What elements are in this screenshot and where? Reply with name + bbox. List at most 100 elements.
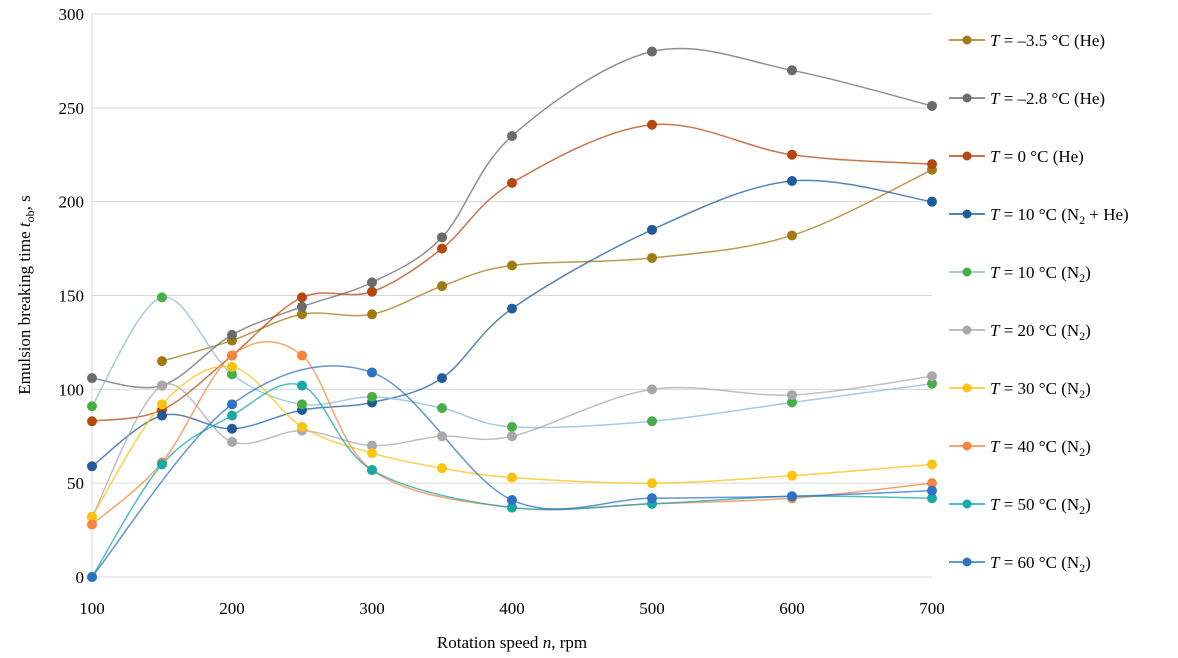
data-point	[647, 493, 657, 504]
legend-marker	[962, 441, 972, 451]
data-point	[367, 277, 377, 288]
data-point	[227, 350, 237, 361]
data-point	[507, 303, 517, 314]
data-point	[927, 100, 937, 111]
legend-marker	[962, 383, 972, 393]
data-point	[297, 350, 307, 361]
data-point	[157, 356, 167, 367]
data-point	[647, 416, 657, 427]
data-point	[227, 329, 237, 340]
data-point	[437, 463, 447, 474]
data-point	[647, 224, 657, 235]
data-point	[647, 252, 657, 263]
data-point	[507, 495, 517, 506]
y-tick-label: 0	[76, 568, 85, 587]
x-tick-label: 300	[359, 599, 385, 618]
legend-marker	[962, 93, 972, 103]
legend-item: T = 30 °C (N2)	[949, 379, 1091, 401]
data-point	[227, 410, 237, 421]
data-point	[87, 572, 97, 582]
y-tick-label: 50	[67, 474, 84, 493]
data-point	[437, 243, 447, 254]
data-point	[647, 119, 657, 130]
data-point	[647, 478, 657, 489]
data-point	[787, 176, 797, 187]
legend-item: T = –2.8 °C (He)	[949, 89, 1105, 108]
legend-marker	[962, 151, 972, 161]
data-point	[297, 301, 307, 312]
data-point	[87, 416, 97, 427]
series-line	[91, 365, 933, 578]
x-tick-label: 100	[79, 599, 105, 618]
data-point	[297, 309, 307, 320]
series-line	[91, 123, 933, 422]
data-point	[927, 196, 937, 207]
data-point	[507, 130, 517, 141]
legend-item: T = 20 °C (N2)	[949, 321, 1091, 343]
legend-item: T = –3.5 °C (He)	[949, 31, 1105, 50]
legend-label: T = 20 °C (N2)	[990, 321, 1091, 343]
data-point	[787, 230, 797, 241]
data-point	[227, 423, 237, 434]
y-tick-label: 200	[59, 193, 85, 212]
data-point	[297, 292, 307, 303]
data-point	[927, 159, 937, 170]
legend-label: T = –3.5 °C (He)	[990, 31, 1105, 50]
data-point	[87, 373, 97, 384]
data-point	[437, 373, 447, 384]
x-tick-label: 600	[779, 599, 805, 618]
legend-item: T = 50 °C (N2)	[949, 495, 1091, 517]
data-point	[507, 421, 517, 432]
series-line	[91, 296, 933, 429]
legend-item: T = 10 °C (N2)	[949, 263, 1091, 285]
y-tick-label: 250	[59, 99, 85, 118]
series-line	[91, 47, 933, 389]
data-point	[227, 361, 237, 372]
legend-marker	[962, 499, 972, 509]
data-point	[927, 485, 937, 496]
data-point	[367, 440, 377, 451]
x-tick-label: 700	[919, 599, 945, 618]
data-point	[87, 511, 97, 522]
legend-label: T = 10 °C (N2)	[990, 263, 1091, 285]
legend-label: T = 50 °C (N2)	[990, 495, 1091, 517]
data-point	[787, 491, 797, 502]
data-point	[297, 399, 307, 410]
series-line	[91, 365, 933, 518]
data-point	[437, 403, 447, 414]
x-axis-label: Rotation speed n, rpm	[437, 633, 587, 652]
legend-item: T = 60 °C (N2)	[949, 553, 1091, 575]
series-line	[91, 340, 933, 526]
y-tick-label: 300	[59, 5, 85, 24]
legend-marker	[962, 557, 972, 567]
data-point	[227, 436, 237, 447]
data-point	[367, 309, 377, 320]
data-point	[787, 397, 797, 408]
data-point	[367, 286, 377, 297]
data-point	[157, 399, 167, 410]
legend-label: T = 60 °C (N2)	[990, 553, 1091, 575]
data-point	[927, 378, 937, 389]
data-point	[787, 470, 797, 481]
legend-label: T = –2.8 °C (He)	[990, 89, 1105, 108]
y-tick-label: 150	[59, 287, 85, 306]
data-point	[787, 389, 797, 400]
data-point	[787, 65, 797, 76]
data-point	[157, 380, 167, 391]
series-line	[91, 375, 933, 518]
data-point	[507, 502, 517, 513]
legend-marker	[962, 209, 972, 219]
legend-label: T = 0 °C (He)	[990, 147, 1084, 166]
data-point	[87, 461, 97, 472]
legend-label: T = 40 °C (N2)	[990, 437, 1091, 459]
legend-marker	[962, 325, 972, 335]
data-point	[647, 46, 657, 57]
data-point	[297, 380, 307, 391]
data-point	[87, 519, 97, 530]
x-tick-label: 400	[499, 599, 525, 618]
data-point	[437, 281, 447, 292]
legend-item: T = 40 °C (N2)	[949, 437, 1091, 459]
y-tick-label: 100	[59, 380, 85, 399]
